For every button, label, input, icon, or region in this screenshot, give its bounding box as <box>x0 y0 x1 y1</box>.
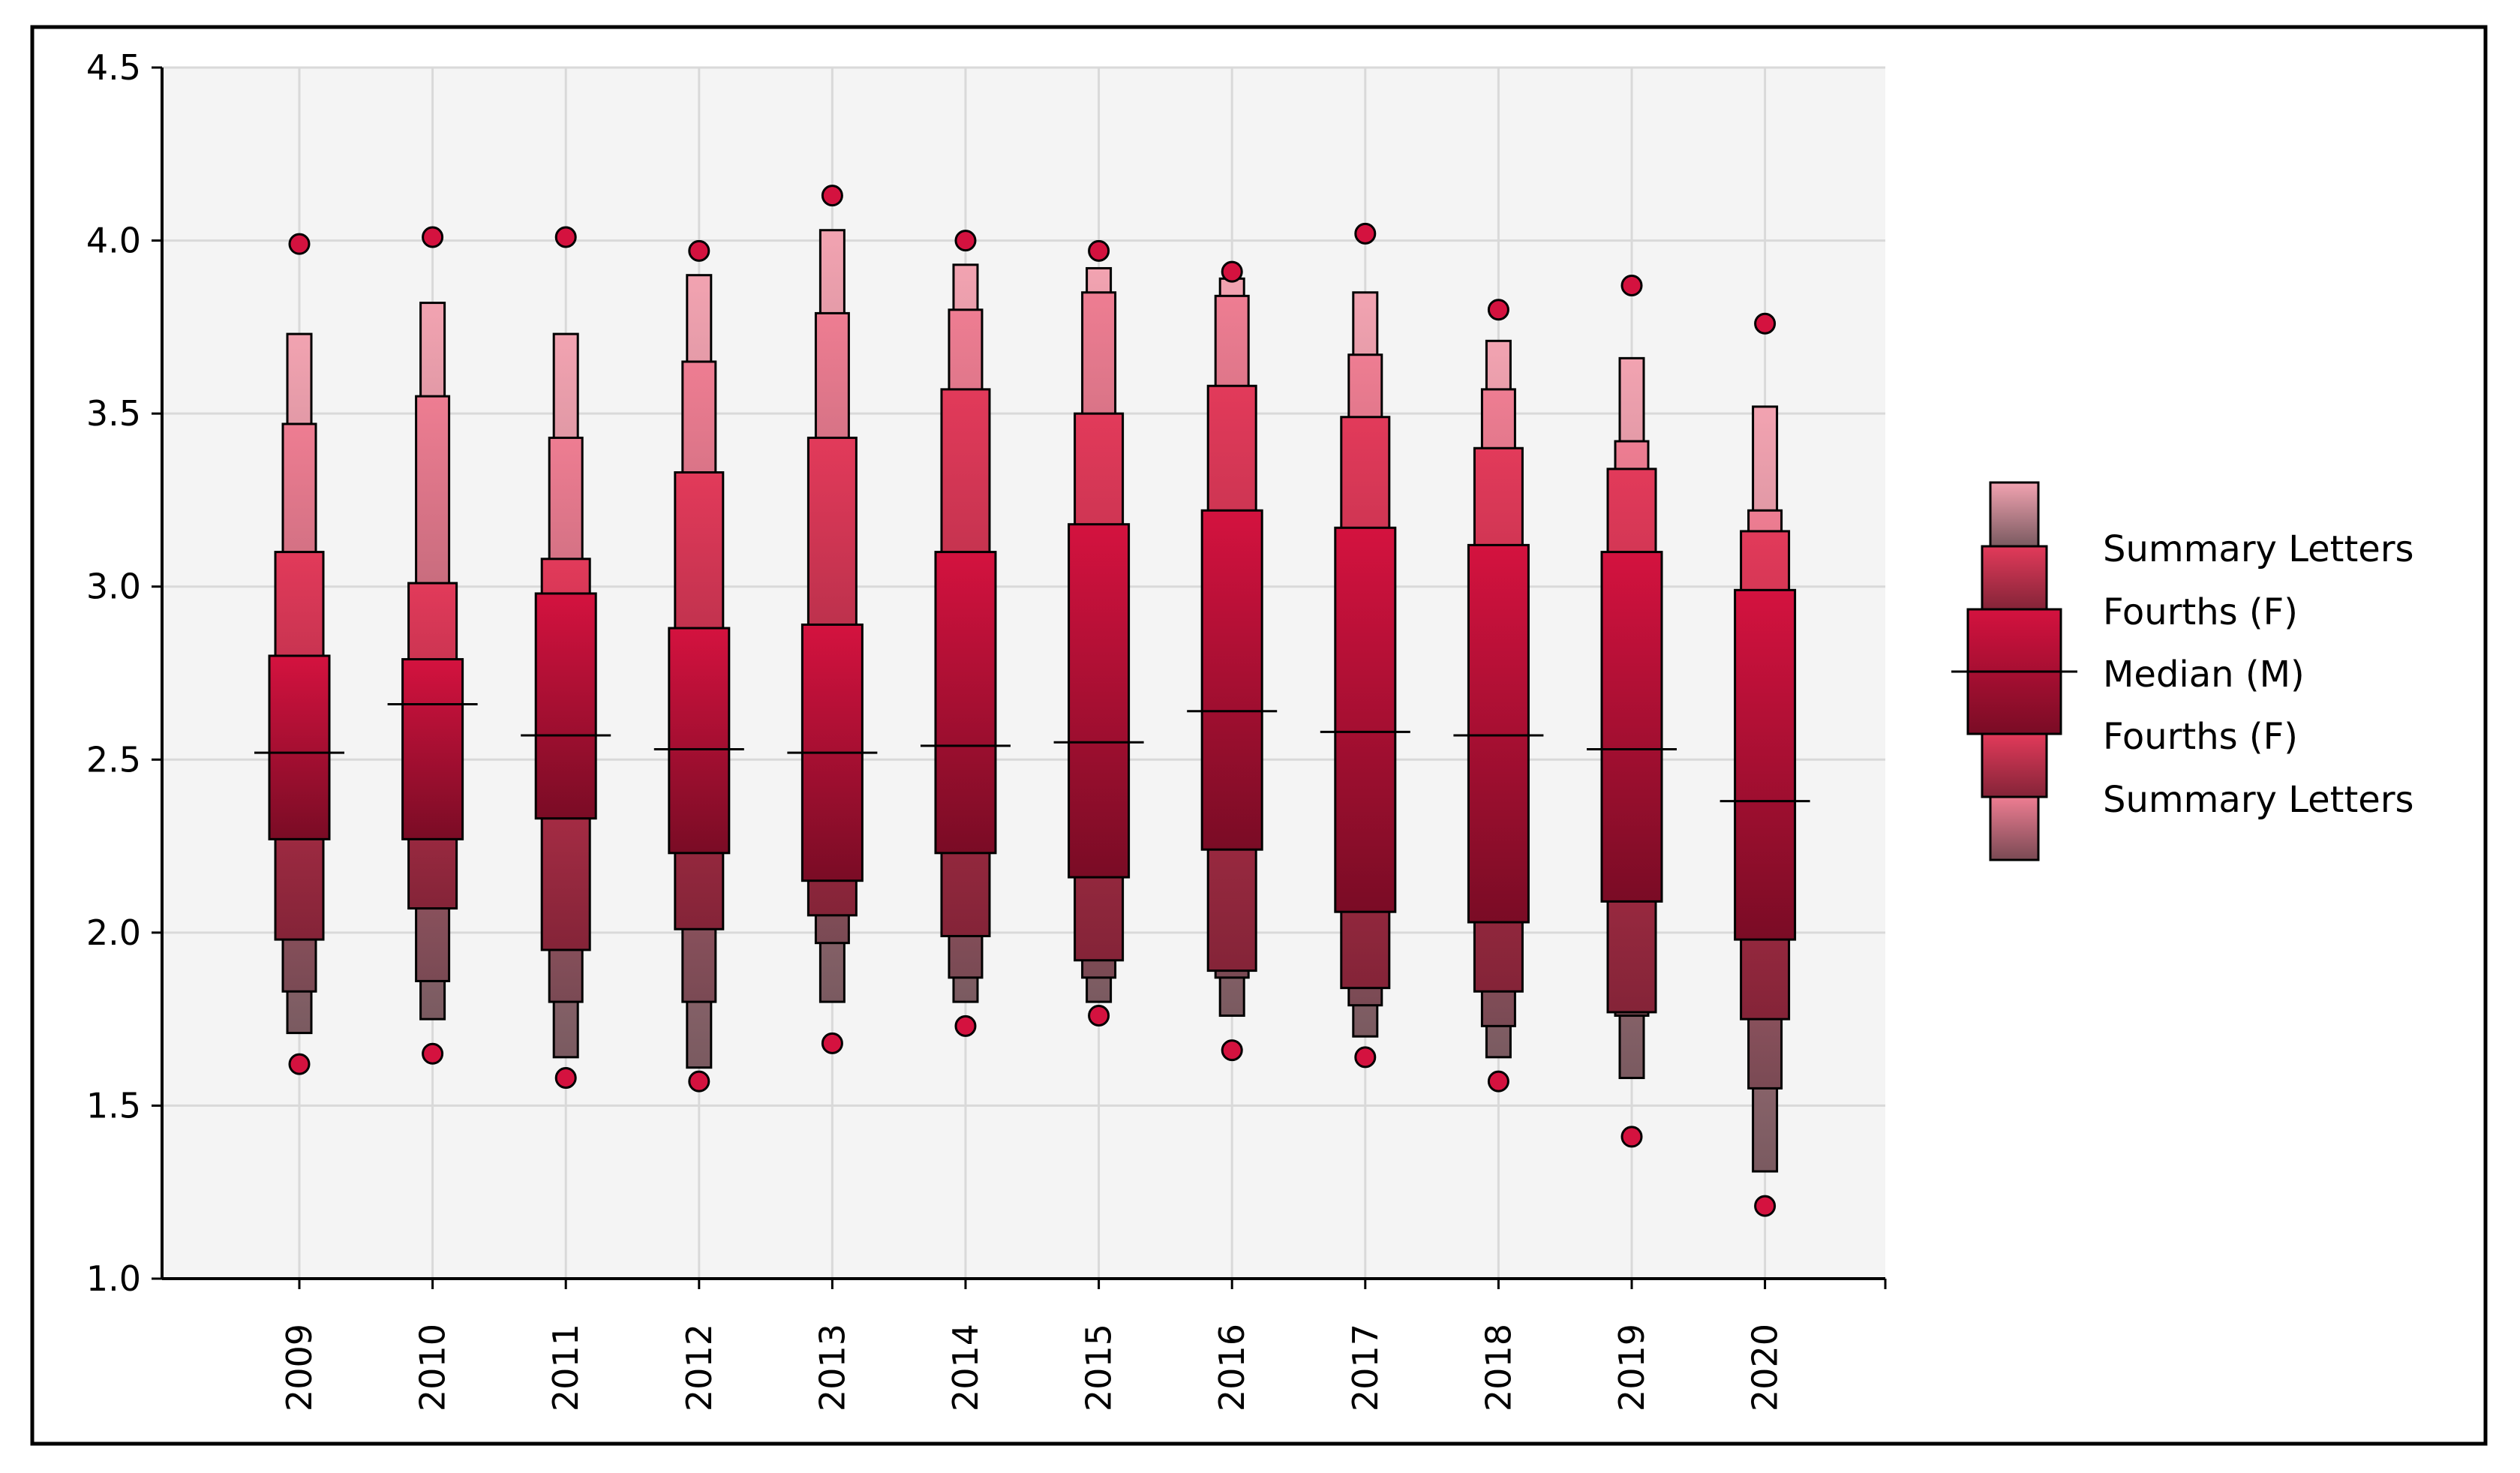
outlier-point <box>1754 1195 1777 1217</box>
box-fourths <box>1467 543 1530 924</box>
outlier-point <box>954 1015 977 1037</box>
legend-fourths-upper-glyph <box>1981 545 2048 611</box>
outlier-point <box>1088 239 1110 262</box>
box-fourths <box>1200 509 1263 851</box>
x-tick-label: 2011 <box>545 1324 586 1411</box>
x-tick-label: 2017 <box>1345 1324 1386 1411</box>
legend-label: Summary Letters <box>2103 779 2414 821</box>
x-tick-label: 2012 <box>679 1324 719 1411</box>
y-tick-label: 4.0 <box>86 221 141 261</box>
outlier-point <box>1354 1046 1377 1069</box>
outlier-point <box>1754 312 1777 335</box>
outlier-point <box>288 1053 311 1075</box>
y-tick-label: 3.5 <box>86 393 141 434</box>
x-tick-label: 2018 <box>1478 1324 1518 1411</box>
boxes-layer <box>254 185 1810 1217</box>
outlier-point <box>288 233 311 255</box>
outlier-point <box>1221 260 1243 283</box>
y-tick-label: 2.0 <box>86 912 141 953</box>
box-fourths <box>668 627 731 855</box>
outlier-point <box>1221 1039 1243 1062</box>
outlier-point <box>1620 275 1643 297</box>
outlier-point <box>554 226 577 248</box>
legend-label: Fourths (F) <box>2103 716 2298 758</box>
legend-label: Median (M) <box>2103 654 2305 696</box>
y-tick-label: 1.5 <box>86 1085 141 1126</box>
box-fourths <box>1334 526 1397 913</box>
x-tick-label: 2014 <box>945 1324 986 1411</box>
legend-summary-lower-glyph <box>1989 795 2040 861</box>
outlier-point <box>688 1070 710 1093</box>
box-fourths <box>268 654 331 840</box>
y-tick-label: 2.5 <box>86 739 141 780</box>
box-fourths <box>1600 551 1663 903</box>
box-fourths <box>401 658 464 840</box>
x-tick-label: 2015 <box>1079 1324 1119 1411</box>
outlier-point <box>688 239 710 262</box>
box-fourths <box>1068 523 1131 879</box>
outlier-point <box>1620 1126 1643 1148</box>
x-tick-label: 2019 <box>1611 1324 1652 1411</box>
legend-fourths-lower-glyph <box>1981 732 2048 798</box>
outlier-point <box>1487 1070 1509 1093</box>
y-tick-label: 1.0 <box>86 1258 141 1299</box>
legend-label: Summary Letters <box>2103 528 2414 570</box>
x-tick-label: 2010 <box>413 1324 453 1411</box>
outlier-point <box>554 1067 577 1090</box>
outlier-point <box>1354 222 1377 245</box>
legend: Summary Letters Fourths (F) Median (M) Four… <box>1951 481 2414 861</box>
box-fourths <box>1734 588 1797 941</box>
x-tick-label: 2009 <box>279 1324 320 1411</box>
outlier-point <box>1088 1005 1110 1027</box>
outlier-point <box>422 1042 444 1065</box>
x-tick-label: 2020 <box>1745 1324 1786 1411</box>
outlier-point <box>422 226 444 248</box>
box-fourths <box>534 592 597 820</box>
outlier-point <box>1487 299 1509 321</box>
x-tick-label: 2016 <box>1212 1324 1252 1411</box>
x-tick-label: 2013 <box>812 1324 852 1411</box>
outlier-point <box>821 1032 843 1054</box>
y-tick-label: 3.0 <box>86 567 141 607</box>
outlier-point <box>954 230 977 252</box>
outlier-point <box>821 185 843 207</box>
y-tick-label: 4.5 <box>86 47 141 88</box>
legend-summary-upper-glyph <box>1989 481 2040 548</box>
box-fourths <box>934 551 997 855</box>
axes-layer: 1.0 1.5 2.0 2.5 3.0 3.5 4.0 4.5 2009 2010 2011 2012… <box>86 47 1887 1411</box>
legend-label: Fourths (F) <box>2103 591 2298 633</box>
